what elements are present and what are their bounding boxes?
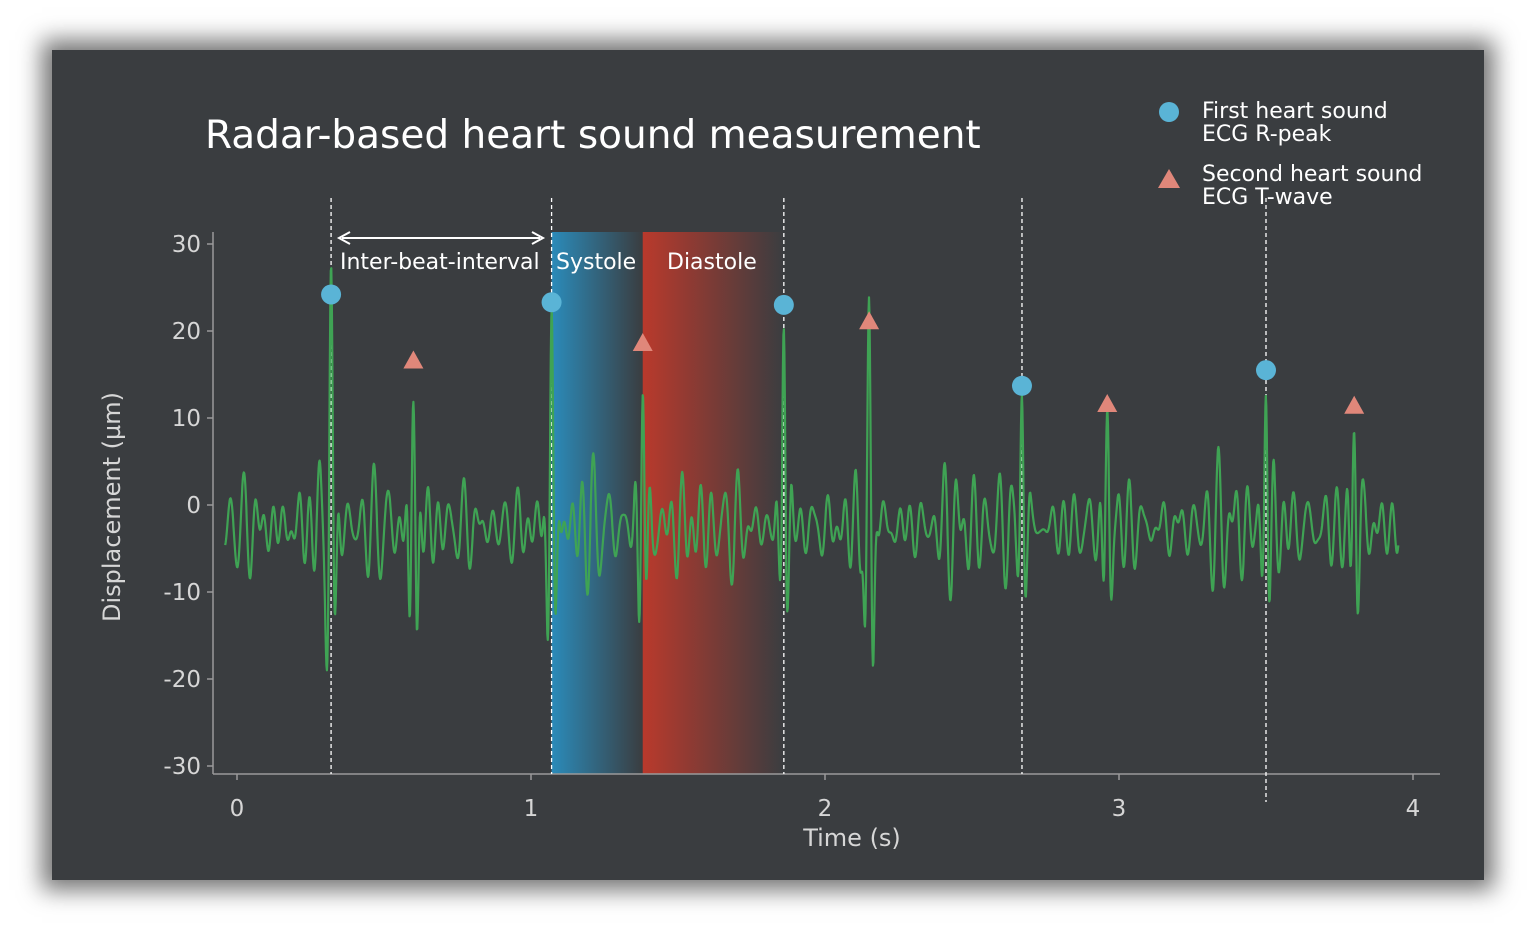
second-heart-sound-marker [1344,395,1365,414]
legend-entry-2-line2: ECG T-wave [1202,185,1333,210]
y-axis-label: Displacement (µm) [98,392,126,622]
interval-arrow-right-head [531,231,546,245]
interval-label: Inter-beat-interval [340,250,540,275]
y-tick-label: 30 [172,232,201,258]
y-tick-label: -10 [163,580,201,606]
legend: First heart sound ECG R-peak Second hear… [1158,99,1422,210]
first-heart-sound-marker [1011,375,1032,396]
x-tick-label: 0 [230,796,245,822]
markers [321,284,1365,414]
y-tick-label: -20 [163,667,201,693]
y-tick-label: -30 [163,754,201,780]
x-axis-label: Time (s) [802,824,901,852]
y-tick-label: 10 [172,406,201,432]
second-heart-sound-marker [632,333,653,352]
diastole-label: Diastole [667,250,757,275]
legend-entry-1-line1: First heart sound [1202,99,1388,124]
chart-title: Radar-based heart sound measurement [205,113,981,158]
second-heart-sound-marker [403,350,424,369]
first-heart-sound-marker [321,284,342,305]
legend-entry-1-line2: ECG R-peak [1202,122,1332,147]
first-heart-sound-marker [773,294,794,315]
axes: 30 20 10 0 -10 -20 -30 0 1 2 3 4 [163,232,1440,822]
x-tick-label: 1 [524,796,539,822]
first-heart-sound-marker [1256,360,1276,381]
x-tick-label: 3 [1112,796,1127,822]
second-heart-sound-marker [1097,393,1118,412]
second-heart-sound-marker [859,311,880,330]
systole-band [551,232,643,774]
legend-triangle-icon [1158,169,1180,188]
legend-entry-2-line1: Second heart sound [1202,162,1422,187]
y-tick-label: 20 [172,319,201,345]
x-tick-label: 4 [1406,796,1421,822]
signal-line [224,267,1400,672]
y-tick-label: 0 [186,493,201,519]
ecg-r-peak-lines [330,198,1267,802]
annotations: Inter-beat-interval Systole Diastole [336,231,757,275]
interval-arrow-left-head [336,231,351,245]
x-tick-label: 2 [818,796,833,822]
systole-label: Systole [556,250,636,275]
first-heart-sound-marker [541,292,562,313]
legend-circle-icon [1159,102,1179,122]
